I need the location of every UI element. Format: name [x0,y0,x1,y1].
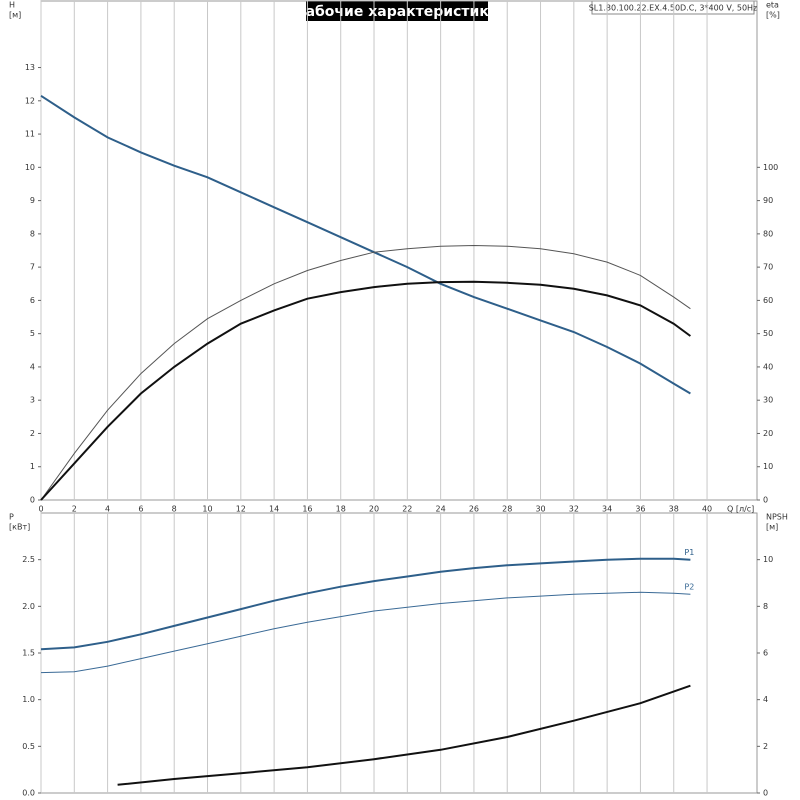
y2-axis-unit: [м] [766,523,778,532]
series-line [40,557,691,651]
y2-tick-label: 100 [763,163,778,172]
y2-tick-label: 90 [763,196,773,205]
y-tick-label: 12 [25,96,35,105]
y2-tick-label: 10 [763,555,773,564]
y-tick-label: 7 [30,263,35,272]
y2-tick-label: 40 [763,362,773,371]
y2-tick-label: 0 [763,496,768,505]
y2-tick-label: 10 [763,462,773,471]
y-tick-label: 11 [25,130,35,139]
y-axis-label: P [9,513,14,522]
series-line [117,684,691,786]
x-tick-label: 40 [702,505,712,514]
x-tick-label: 12 [236,505,246,514]
y-tick-label: 8 [30,229,35,238]
y-tick-label: 5 [30,329,35,338]
x-tick-label: 28 [502,505,512,514]
y2-tick-label: 6 [763,649,768,658]
x-tick-label: 16 [302,505,312,514]
y-tick-label: 6 [30,296,35,305]
model-label: SL1.80.100.22.EX.4.50D.C, 3*400 V, 50Hz [589,4,758,13]
y2-tick-label: 4 [763,695,768,704]
x-tick-label: 14 [269,505,279,514]
y-axis-label: H [9,1,15,10]
y2-tick-label: 70 [763,263,773,272]
y2-axis-label: eta [766,1,779,10]
x-tick-label: 38 [669,505,679,514]
y-tick-label: 0.0 [22,789,35,798]
x-tick-label: 34 [602,505,612,514]
series-label: P1 [684,548,694,557]
x-tick-label: 20 [369,505,379,514]
chart-title: Рабочие характеристики [295,4,498,20]
x-tick-label: 32 [569,505,579,514]
x-tick-label: 36 [635,505,645,514]
y-tick-label: 4 [30,362,35,371]
y2-tick-label: 30 [763,396,773,405]
series-line [40,94,691,395]
y2-tick-label: 60 [763,296,773,305]
y-axis-unit: [м] [9,11,21,20]
y2-tick-label: 8 [763,602,768,611]
y2-tick-label: 2 [763,742,768,751]
series-label: P2 [684,583,694,592]
y-tick-label: 9 [30,196,35,205]
y-tick-label: 1.5 [22,649,35,658]
y-tick-label: 0 [30,496,35,505]
y2-axis-label: NPSH [766,513,788,522]
series-line [40,591,691,674]
y-tick-label: 1.0 [22,695,35,704]
y2-tick-label: 0 [763,789,768,798]
y-tick-label: 10 [25,163,35,172]
y-tick-label: 3 [30,396,35,405]
x-tick-label: 6 [138,505,143,514]
y-tick-label: 1 [30,462,35,471]
y-axis-unit: [кВт] [9,523,30,532]
x-tick-label: 4 [105,505,110,514]
y-tick-label: 0.5 [22,742,35,751]
y2-tick-label: 20 [763,429,773,438]
y-tick-label: 2.0 [22,602,35,611]
plot-frame [40,0,758,501]
y2-axis-unit: [%] [766,11,780,20]
plot-frame [40,512,758,794]
y2-tick-label: 50 [763,329,773,338]
x-tick-label: 18 [336,505,346,514]
x-tick-label: 2 [72,505,77,514]
y-tick-label: 13 [25,63,35,72]
x-tick-label: 26 [469,505,479,514]
x-tick-label: 8 [172,505,177,514]
series-line [40,280,691,501]
x-tick-label: 10 [202,505,212,514]
x-axis-label: Q [л/с] [727,505,754,514]
title-box [306,1,488,21]
y2-tick-label: 80 [763,229,773,238]
x-tick-label: 30 [535,505,545,514]
x-tick-label: 24 [436,505,446,514]
x-tick-label: 22 [402,505,412,514]
series-line [40,244,691,501]
y-tick-label: 2.5 [22,555,35,564]
y-tick-label: 2 [30,429,35,438]
x-tick-label: 0 [38,505,43,514]
